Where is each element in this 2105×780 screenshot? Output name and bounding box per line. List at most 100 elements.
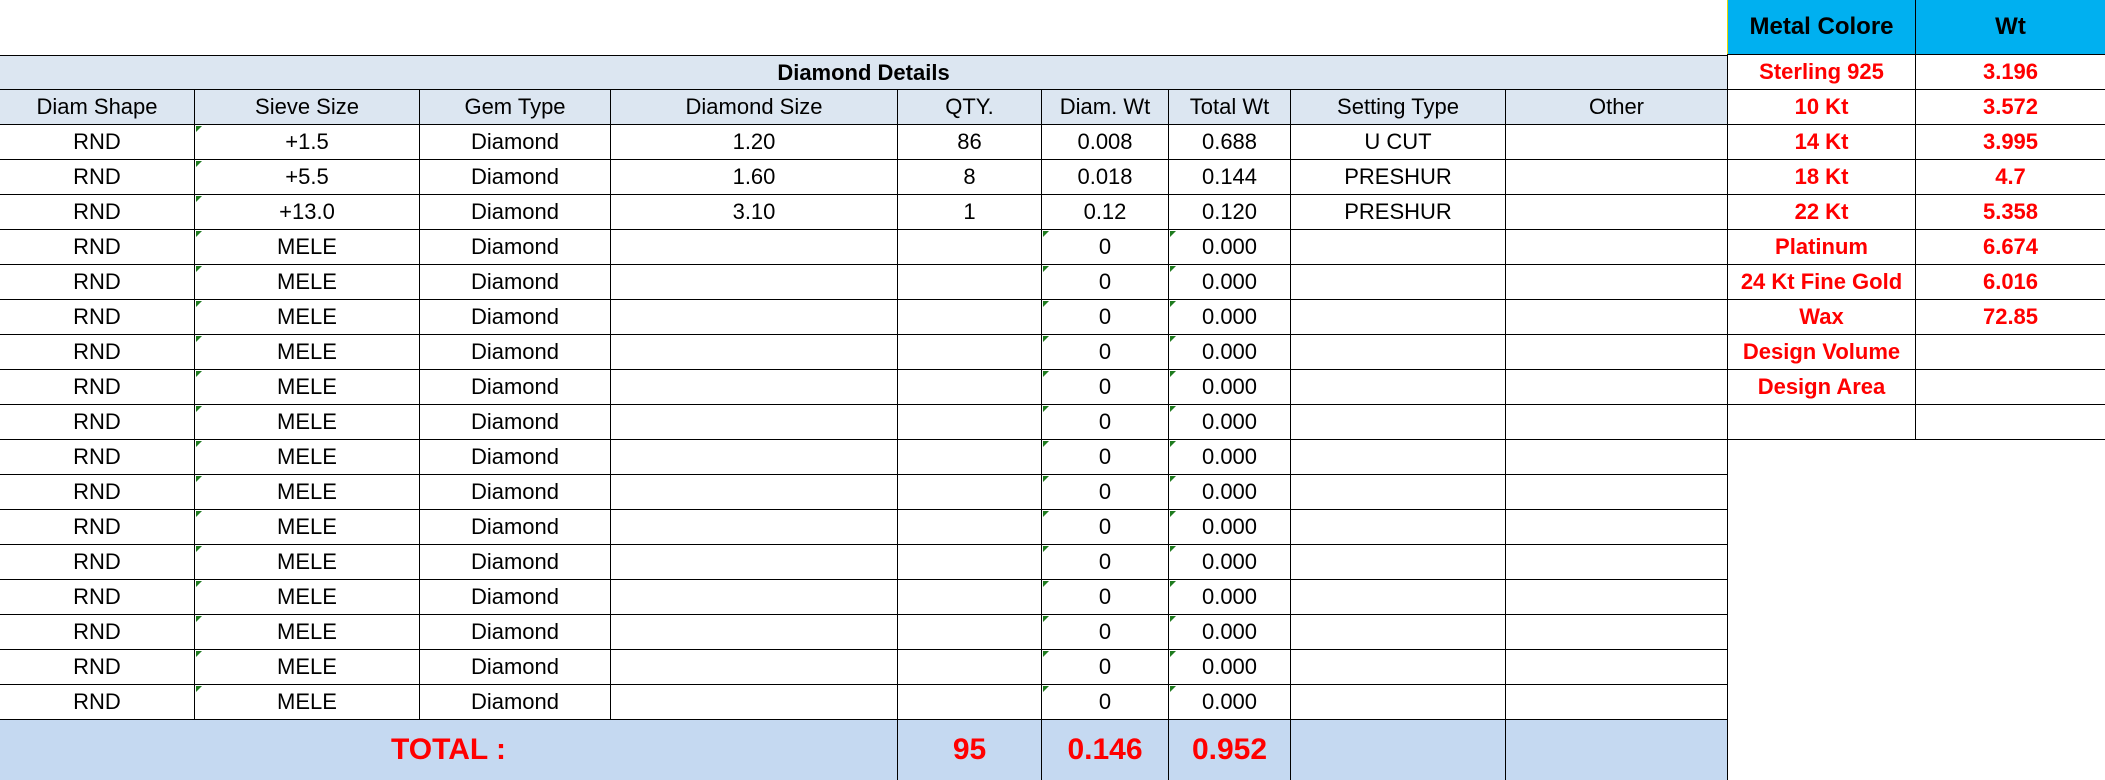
table-cell[interactable]: 0.000 (1169, 615, 1291, 649)
table-cell[interactable]: 0 (1042, 580, 1169, 614)
table-cell[interactable]: MELE (195, 300, 420, 334)
table-cell[interactable] (898, 300, 1042, 334)
table-cell[interactable]: RND (0, 405, 195, 439)
table-cell[interactable]: 0.000 (1169, 475, 1291, 509)
table-cell[interactable] (1506, 300, 1728, 334)
metal-wt[interactable] (1915, 370, 2105, 404)
metal-name[interactable]: Sterling 925 (1727, 55, 1915, 89)
table-cell[interactable] (1291, 440, 1506, 474)
table-cell[interactable]: MELE (195, 615, 420, 649)
table-cell[interactable]: 0 (1042, 650, 1169, 684)
table-cell[interactable] (1506, 125, 1728, 159)
metal-name[interactable]: 10 Kt (1727, 90, 1915, 124)
table-cell[interactable]: 0 (1042, 510, 1169, 544)
table-cell[interactable] (1291, 335, 1506, 369)
table-cell[interactable] (898, 440, 1042, 474)
table-cell[interactable]: Diamond (420, 370, 611, 404)
table-cell[interactable]: +5.5 (195, 160, 420, 194)
table-cell[interactable]: 0 (1042, 335, 1169, 369)
metal-wt[interactable] (1915, 405, 2105, 439)
table-cell[interactable]: RND (0, 510, 195, 544)
table-cell[interactable]: 0 (1042, 685, 1169, 719)
table-cell[interactable]: RND (0, 125, 195, 159)
table-cell[interactable]: 0.008 (1042, 125, 1169, 159)
table-cell[interactable] (898, 475, 1042, 509)
table-cell[interactable]: RND (0, 650, 195, 684)
table-cell[interactable] (1291, 475, 1506, 509)
table-cell[interactable] (611, 510, 898, 544)
table-cell[interactable]: Diamond (420, 685, 611, 719)
table-cell[interactable] (1506, 510, 1728, 544)
table-cell[interactable]: RND (0, 685, 195, 719)
table-cell[interactable] (1506, 545, 1728, 579)
table-cell[interactable]: RND (0, 300, 195, 334)
table-cell[interactable]: 1 (898, 195, 1042, 229)
metal-wt[interactable]: 3.995 (1915, 125, 2105, 159)
table-cell[interactable]: Diamond (420, 195, 611, 229)
total-total-wt[interactable]: 0.952 (1169, 720, 1291, 780)
table-cell[interactable] (1291, 230, 1506, 264)
table-cell[interactable]: MELE (195, 475, 420, 509)
metal-name[interactable] (1727, 405, 1915, 439)
table-cell[interactable]: RND (0, 615, 195, 649)
metal-name[interactable]: Platinum (1727, 230, 1915, 264)
table-cell[interactable]: PRESHUR (1291, 160, 1506, 194)
table-cell[interactable] (611, 370, 898, 404)
column-header[interactable]: Gem Type (420, 90, 611, 124)
table-cell[interactable]: 0.000 (1169, 405, 1291, 439)
table-cell[interactable]: 0 (1042, 300, 1169, 334)
metal-name[interactable]: 22 Kt (1727, 195, 1915, 229)
table-cell[interactable]: +13.0 (195, 195, 420, 229)
table-cell[interactable]: RND (0, 545, 195, 579)
table-cell[interactable] (898, 335, 1042, 369)
table-cell[interactable]: MELE (195, 510, 420, 544)
table-cell[interactable] (1506, 405, 1728, 439)
table-cell[interactable] (1506, 440, 1728, 474)
table-cell[interactable] (898, 510, 1042, 544)
table-cell[interactable]: RND (0, 370, 195, 404)
total-diam-wt[interactable]: 0.146 (1042, 720, 1169, 780)
total-other[interactable] (1506, 720, 1728, 780)
table-cell[interactable]: 0 (1042, 615, 1169, 649)
table-cell[interactable]: Diamond (420, 615, 611, 649)
column-header[interactable]: Diam Shape (0, 90, 195, 124)
table-cell[interactable] (1506, 615, 1728, 649)
table-cell[interactable] (898, 615, 1042, 649)
table-cell[interactable]: 0.000 (1169, 230, 1291, 264)
column-header[interactable]: Total Wt (1169, 90, 1291, 124)
metal-wt[interactable]: 6.674 (1915, 230, 2105, 264)
column-header[interactable]: Setting Type (1291, 90, 1506, 124)
table-cell[interactable] (1291, 615, 1506, 649)
table-cell[interactable] (1506, 650, 1728, 684)
table-cell[interactable]: +1.5 (195, 125, 420, 159)
table-cell[interactable]: MELE (195, 405, 420, 439)
table-cell[interactable]: MELE (195, 650, 420, 684)
table-cell[interactable]: Diamond (420, 230, 611, 264)
table-cell[interactable]: Diamond (420, 125, 611, 159)
table-cell[interactable]: 0 (1042, 265, 1169, 299)
table-cell[interactable] (1506, 265, 1728, 299)
total-label[interactable]: TOTAL : (0, 720, 898, 780)
column-header[interactable]: Diam. Wt (1042, 90, 1169, 124)
table-cell[interactable] (611, 265, 898, 299)
table-cell[interactable]: MELE (195, 545, 420, 579)
table-cell[interactable] (898, 230, 1042, 264)
table-cell[interactable] (1291, 265, 1506, 299)
table-cell[interactable] (898, 650, 1042, 684)
table-cell[interactable] (1291, 685, 1506, 719)
table-cell[interactable]: RND (0, 195, 195, 229)
table-cell[interactable] (898, 370, 1042, 404)
table-cell[interactable]: Diamond (420, 440, 611, 474)
total-qty[interactable]: 95 (898, 720, 1042, 780)
table-cell[interactable]: U CUT (1291, 125, 1506, 159)
table-cell[interactable]: RND (0, 230, 195, 264)
table-cell[interactable] (611, 615, 898, 649)
table-cell[interactable] (1291, 405, 1506, 439)
metal-wt[interactable]: 5.358 (1915, 195, 2105, 229)
table-cell[interactable]: Diamond (420, 160, 611, 194)
metal-name[interactable]: Design Area (1727, 370, 1915, 404)
table-cell[interactable]: 0.018 (1042, 160, 1169, 194)
table-cell[interactable]: Diamond (420, 300, 611, 334)
table-cell[interactable] (611, 300, 898, 334)
table-cell[interactable]: Diamond (420, 335, 611, 369)
